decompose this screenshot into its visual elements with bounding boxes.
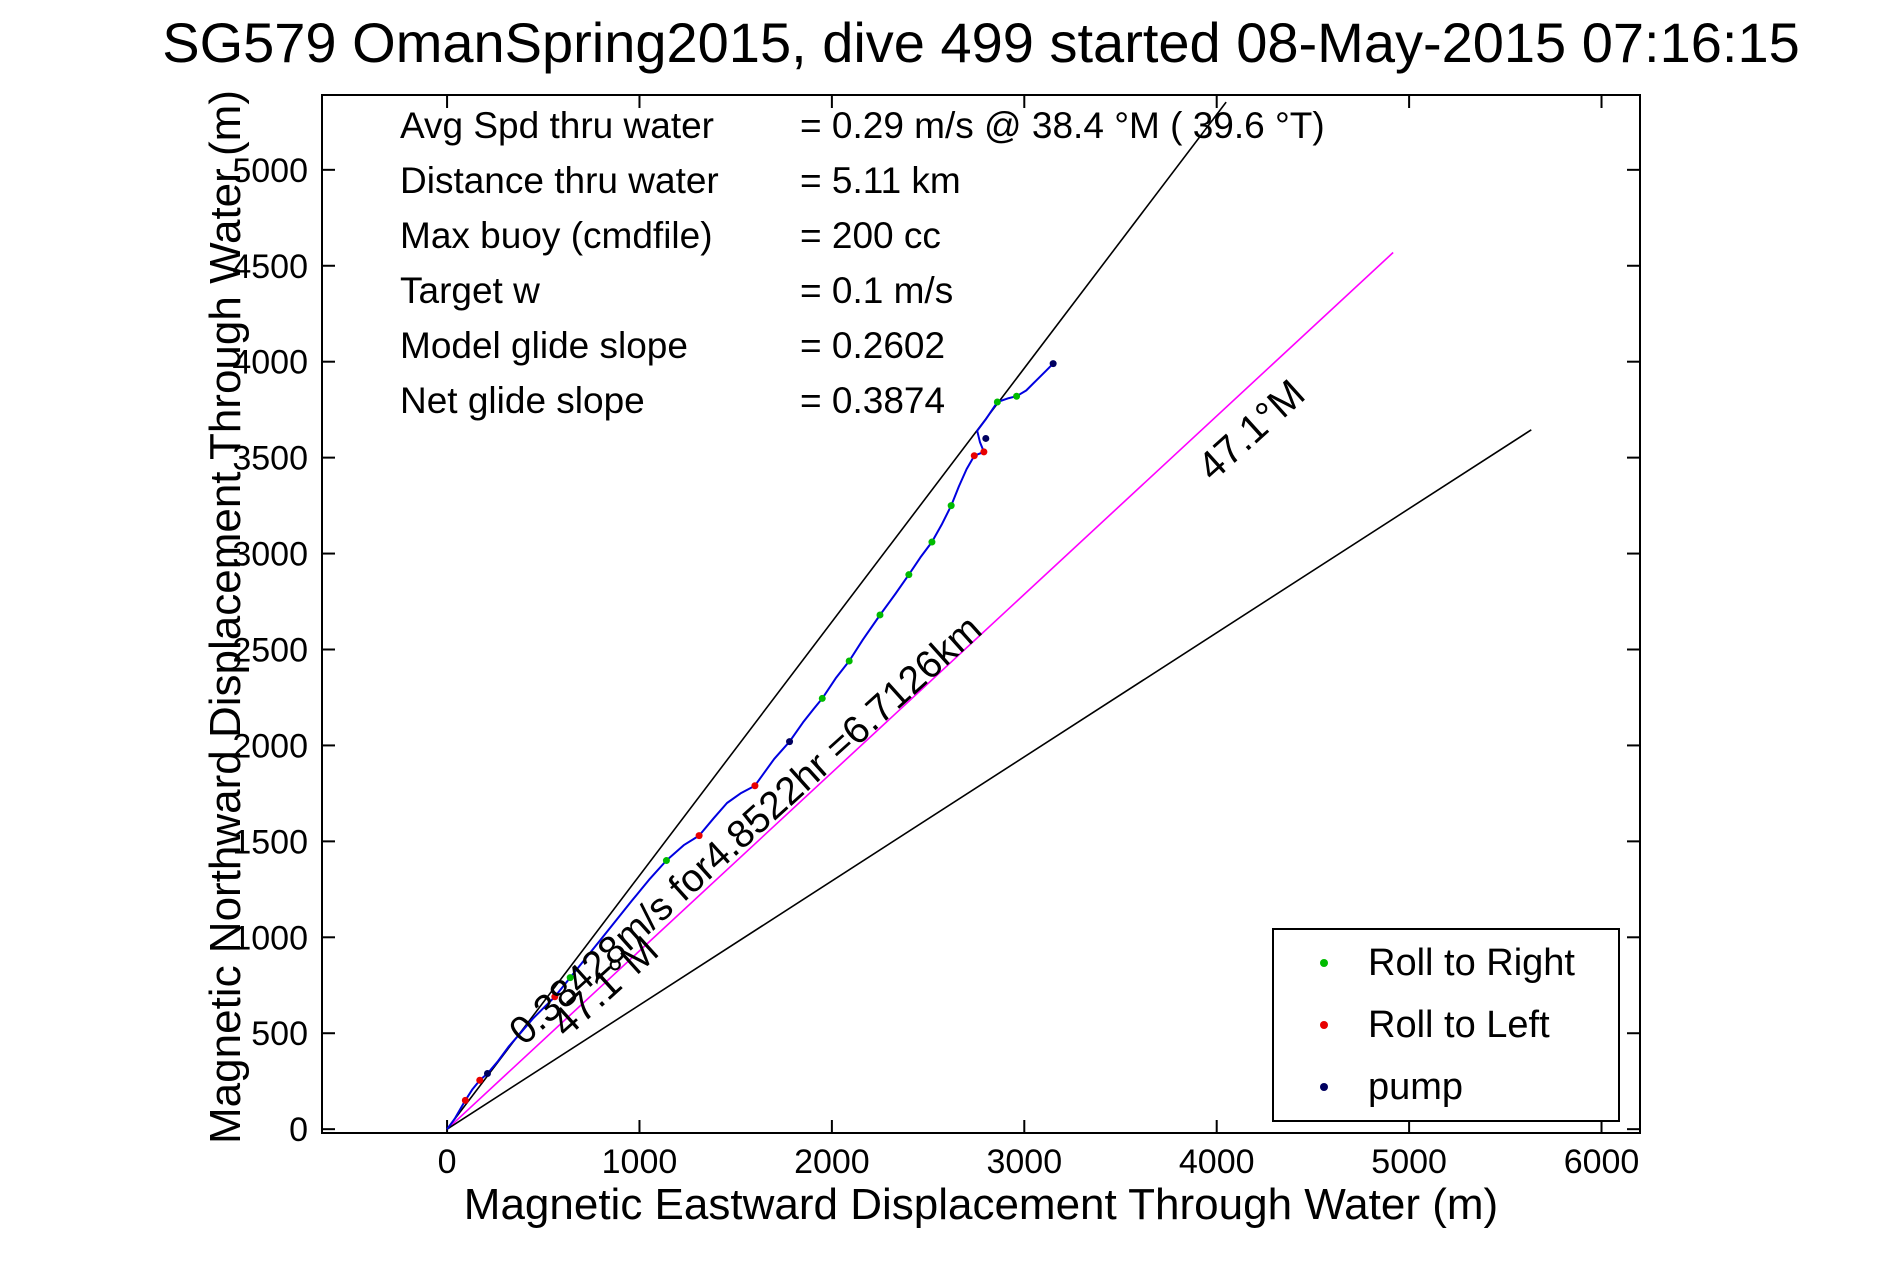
dive-track-through-water xyxy=(446,362,1054,1130)
stats-value: = 0.3874 xyxy=(800,379,946,421)
roll-right-marker xyxy=(928,538,936,546)
roll-right-marker xyxy=(993,398,1001,406)
y-tick-label: 1500 xyxy=(232,823,308,861)
legend-item-pump: pump xyxy=(1274,1058,1618,1116)
y-tick-label: 5000 xyxy=(232,152,308,190)
y-tick-label: 2500 xyxy=(232,631,308,669)
stats-label: Distance thru water xyxy=(400,159,719,201)
stats-row: Net glide slope = 0.3874 xyxy=(400,373,1325,428)
x-tick-label: 4000 xyxy=(1179,1143,1255,1181)
x-tick-label: 1000 xyxy=(602,1143,678,1181)
stats-row: Model glide slope = 0.2602 xyxy=(400,318,1325,373)
legend-label: Roll to Left xyxy=(1368,1003,1550,1046)
stats-row: Target w = 0.1 m/s xyxy=(400,263,1325,318)
roll-right-marker xyxy=(818,694,826,702)
x-tick-label: 0 xyxy=(438,1143,457,1181)
pump-marker xyxy=(1049,360,1057,368)
x-tick-label: 3000 xyxy=(986,1143,1062,1181)
roll-right-marker xyxy=(662,857,670,865)
stats-label: Model glide slope xyxy=(400,324,688,366)
x-tick-label: 2000 xyxy=(794,1143,870,1181)
stats-value: = 0.29 m/s @ 38.4 °M ( 39.6 °T) xyxy=(800,104,1325,146)
y-tick-label: 500 xyxy=(251,1015,308,1053)
legend-item-roll-left: Roll to Left xyxy=(1274,996,1618,1054)
stats-label: Max buoy (cmdfile) xyxy=(400,214,713,256)
bearing-fan-left-37.1M xyxy=(446,101,1227,1130)
roll-left-marker xyxy=(551,993,559,1001)
y-tick-label: 0 xyxy=(289,1111,308,1149)
stats-value: = 0.2602 xyxy=(800,324,946,366)
y-tick-label: 3000 xyxy=(232,536,308,574)
y-tick-label: 4000 xyxy=(232,344,308,382)
legend-label: pump xyxy=(1368,1065,1464,1108)
roll-left-marker xyxy=(970,452,978,460)
stats-label: Avg Spd thru water xyxy=(400,104,714,146)
y-tick-label: 2000 xyxy=(232,727,308,765)
pump-marker xyxy=(982,434,990,442)
plot-title: SG579 OmanSpring2015, dive 499 started 0… xyxy=(162,11,1800,74)
stats-row: Avg Spd thru water = 0.29 m/s @ 38.4 °M (… xyxy=(400,98,1325,153)
pump-marker-icon xyxy=(1320,1083,1328,1091)
roll-right-marker xyxy=(1013,392,1021,400)
roll-left-marker xyxy=(751,782,759,790)
roll-left-marker-icon xyxy=(1320,1021,1328,1029)
y-tick-label: 4500 xyxy=(232,248,308,286)
stats-row: Distance thru water = 5.11 km xyxy=(400,153,1325,208)
pump-marker xyxy=(786,738,794,746)
desired-track-47.1M xyxy=(446,251,1394,1130)
x-tick-label: 5000 xyxy=(1371,1143,1447,1181)
axes-box xyxy=(321,94,1641,1134)
y-tick-label: 1000 xyxy=(232,919,308,957)
stats-block: Avg Spd thru water = 0.29 m/s @ 38.4 °M (… xyxy=(400,98,1325,428)
roll-left-marker xyxy=(461,1096,469,1104)
x-axis-label: Magnetic Eastward Displacement Through W… xyxy=(463,1180,1499,1229)
roll-right-marker xyxy=(905,571,913,579)
stats-value: = 200 cc xyxy=(800,214,941,256)
bearing-fan-right-57.1M xyxy=(446,429,1532,1130)
roll-right-marker-icon xyxy=(1320,959,1328,967)
x-tick-label: 6000 xyxy=(1564,1143,1640,1181)
stats-value: = 5.11 km xyxy=(800,159,961,201)
stats-value: = 0.1 m/s xyxy=(800,269,954,311)
roll-left-marker xyxy=(980,448,988,456)
legend-label: Roll to Right xyxy=(1368,941,1575,984)
roll-right-marker xyxy=(947,502,955,510)
roll-left-marker xyxy=(695,832,703,840)
stats-row: Max buoy (cmdfile) = 200 cc xyxy=(400,208,1325,263)
stats-label: Net glide slope xyxy=(400,379,645,421)
pump-marker xyxy=(483,1070,491,1078)
legend-item-roll-right: Roll to Right xyxy=(1274,934,1618,992)
y-tick-label: 3500 xyxy=(232,440,308,478)
roll-right-marker xyxy=(876,611,884,619)
y-axis-label: Magnetic Northward Displacement Through … xyxy=(201,90,250,1144)
legend-box: Roll to Right Roll to Left pump xyxy=(1272,928,1620,1122)
roll-left-marker xyxy=(476,1076,484,1084)
stats-label: Target w xyxy=(400,269,540,311)
roll-right-marker xyxy=(845,657,853,665)
roll-right-marker xyxy=(566,974,574,982)
